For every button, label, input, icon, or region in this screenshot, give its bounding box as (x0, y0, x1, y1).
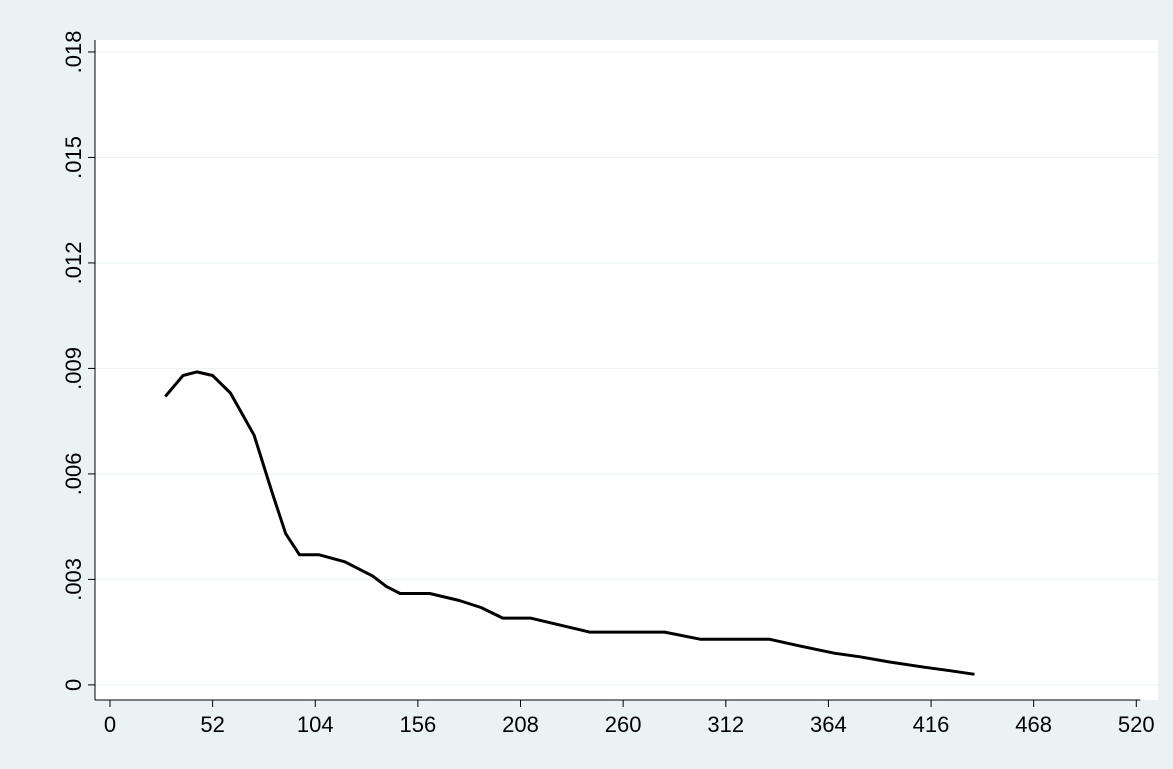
y-tick-label: .012 (61, 242, 86, 285)
x-tick-label: 468 (1015, 712, 1052, 737)
x-tick-label: 416 (913, 712, 950, 737)
y-tick-label: .006 (61, 452, 86, 495)
x-tick-label: 260 (605, 712, 642, 737)
y-tick-label: .015 (61, 136, 86, 179)
x-tick-label: 208 (502, 712, 539, 737)
x-tick-label: 364 (810, 712, 847, 737)
plot-area (95, 40, 1158, 700)
y-tick-label: .018 (61, 31, 86, 74)
x-tick-label: 312 (707, 712, 744, 737)
x-tick-label: 520 (1118, 712, 1155, 737)
x-tick-label: 52 (200, 712, 224, 737)
y-tick-label: .009 (61, 347, 86, 390)
x-tick-label: 156 (400, 712, 437, 737)
line (164, 370, 975, 676)
y-tick-label: .003 (61, 558, 86, 601)
x-tick-label: 104 (297, 712, 334, 737)
x-tick-label: 0 (104, 712, 116, 737)
y-tick-label: 0 (61, 679, 86, 691)
